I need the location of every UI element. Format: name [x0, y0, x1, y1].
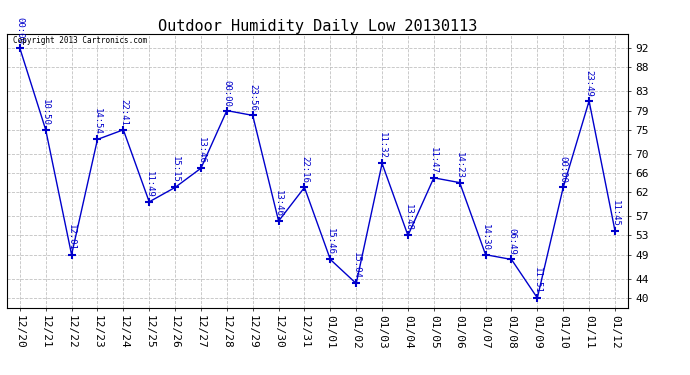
Text: 06:49: 06:49 — [507, 228, 516, 255]
Text: 00:00: 00:00 — [15, 17, 24, 44]
Text: 23:49: 23:49 — [584, 70, 593, 97]
Text: 15:15: 15:15 — [170, 156, 179, 183]
Text: 11:45: 11:45 — [611, 200, 620, 226]
Text: 14:54: 14:54 — [93, 108, 102, 135]
Text: 14:23: 14:23 — [455, 152, 464, 178]
Text: 10:50: 10:50 — [41, 99, 50, 126]
Text: 12:01: 12:01 — [67, 224, 76, 251]
Text: 13:48: 13:48 — [404, 204, 413, 231]
Text: 23:56: 23:56 — [248, 84, 257, 111]
Text: Copyright 2013 Cartronics.com: Copyright 2013 Cartronics.com — [13, 36, 147, 45]
Text: 11:32: 11:32 — [377, 132, 386, 159]
Text: 11:49: 11:49 — [145, 171, 154, 198]
Text: 13:46: 13:46 — [274, 190, 283, 217]
Text: 15:04: 15:04 — [352, 252, 361, 279]
Text: 22:41: 22:41 — [119, 99, 128, 126]
Text: 11:47: 11:47 — [429, 147, 438, 174]
Text: 13:46: 13:46 — [197, 137, 206, 164]
Text: Outdoor Humidity Daily Low 20130113: Outdoor Humidity Daily Low 20130113 — [158, 19, 477, 34]
Text: Humidity  (%): Humidity (%) — [569, 23, 645, 33]
Text: 00:00: 00:00 — [222, 80, 231, 106]
Text: 22:16: 22:16 — [300, 156, 309, 183]
Text: 15:46: 15:46 — [326, 228, 335, 255]
Text: 14:30: 14:30 — [481, 224, 490, 251]
Text: 00:00: 00:00 — [559, 156, 568, 183]
Text: 11:51: 11:51 — [533, 267, 542, 294]
